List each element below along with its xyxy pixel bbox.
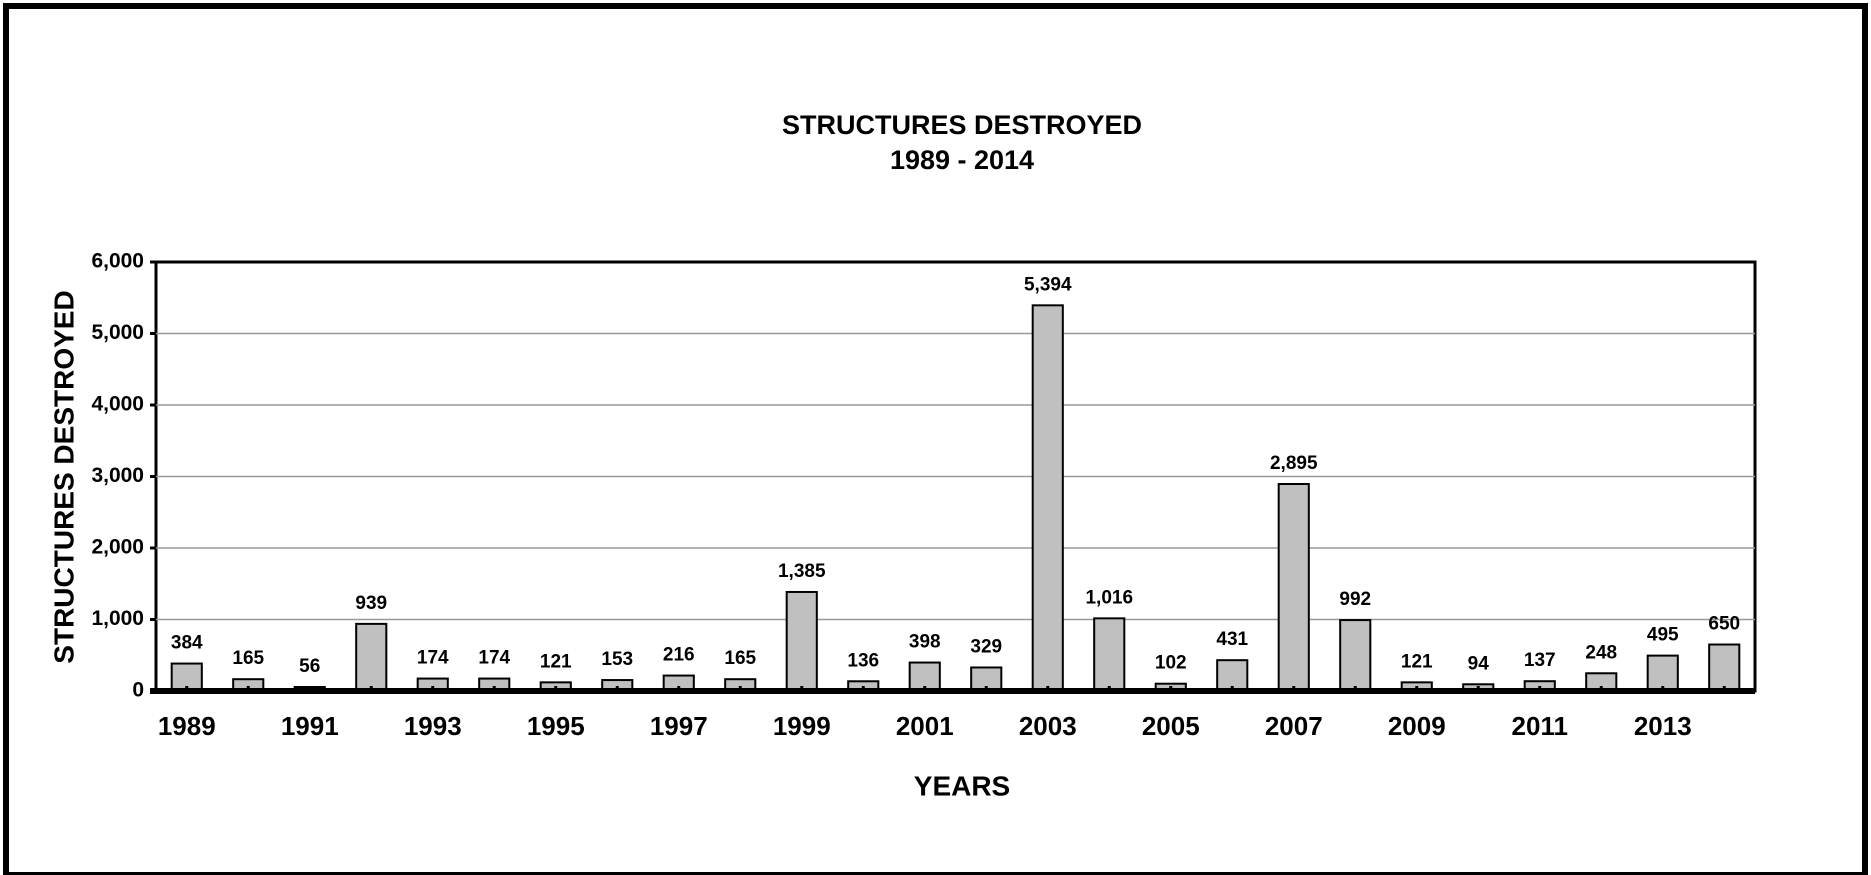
- value-label: 992: [1339, 589, 1371, 610]
- x-tick-label: 2001: [896, 711, 954, 741]
- x-tick-label: 1989: [158, 711, 216, 741]
- y-axis-title: STRUCTURES DESTROYED: [48, 290, 79, 663]
- x-tick-label: 1995: [527, 711, 585, 741]
- chart-title: STRUCTURES DESTROYED: [782, 110, 1142, 140]
- bar: [1708, 643, 1741, 693]
- x-tick-label: 1993: [404, 711, 462, 741]
- y-tick-label: 5,000: [91, 321, 144, 344]
- x-tick-label: 1999: [773, 711, 831, 741]
- bar: [1093, 617, 1126, 693]
- value-label: 165: [724, 648, 756, 669]
- x-tick-label: 2005: [1142, 711, 1200, 741]
- value-label: 2,895: [1270, 453, 1318, 474]
- y-tick-label: 3,000: [91, 464, 144, 487]
- bar: [785, 590, 818, 692]
- value-label: 121: [540, 651, 572, 672]
- value-label: 174: [417, 648, 449, 669]
- value-label: 165: [232, 648, 264, 669]
- bar: [1216, 659, 1249, 692]
- value-label: 398: [909, 632, 941, 653]
- value-label: 1,016: [1085, 587, 1133, 608]
- value-label: 939: [355, 593, 387, 614]
- x-tick-label: 2013: [1634, 711, 1692, 741]
- value-label: 56: [299, 656, 320, 677]
- bar: [1031, 304, 1064, 692]
- value-label: 248: [1585, 642, 1617, 663]
- value-label: 1,385: [778, 561, 826, 582]
- bar: [355, 622, 388, 693]
- x-tick-label: 1991: [281, 711, 339, 741]
- x-tick-label: 2009: [1388, 711, 1446, 741]
- value-label: 650: [1708, 614, 1740, 635]
- value-label: 431: [1216, 629, 1248, 650]
- value-label: 137: [1524, 650, 1556, 671]
- y-tick-label: 4,000: [91, 393, 144, 416]
- value-label: 153: [601, 649, 633, 670]
- y-tick-label: 6,000: [91, 250, 144, 273]
- x-tick-label: 1997: [650, 711, 708, 741]
- value-label: 174: [478, 648, 510, 669]
- x-tick-label: 2007: [1265, 711, 1323, 741]
- x-tick-label: 2003: [1019, 711, 1077, 741]
- value-label: 495: [1647, 625, 1679, 646]
- value-label: 102: [1155, 653, 1187, 674]
- y-tick-label: 0: [132, 679, 144, 702]
- bar: [1277, 483, 1310, 692]
- value-label: 216: [663, 645, 695, 666]
- x-axis-title: YEARS: [914, 770, 1010, 801]
- value-label: 5,394: [1024, 274, 1072, 295]
- value-label: 136: [847, 650, 879, 671]
- value-label: 329: [970, 636, 1002, 657]
- value-label: 94: [1468, 653, 1490, 674]
- chart-subtitle: 1989 - 2014: [890, 145, 1034, 175]
- value-label: 121: [1401, 651, 1433, 672]
- y-tick-label: 1,000: [91, 607, 144, 630]
- x-tick-label: 2011: [1512, 711, 1568, 741]
- value-label: 384: [171, 633, 203, 654]
- bar: [1646, 654, 1679, 692]
- y-tick-label: 2,000: [91, 536, 144, 559]
- bar: [1339, 619, 1372, 693]
